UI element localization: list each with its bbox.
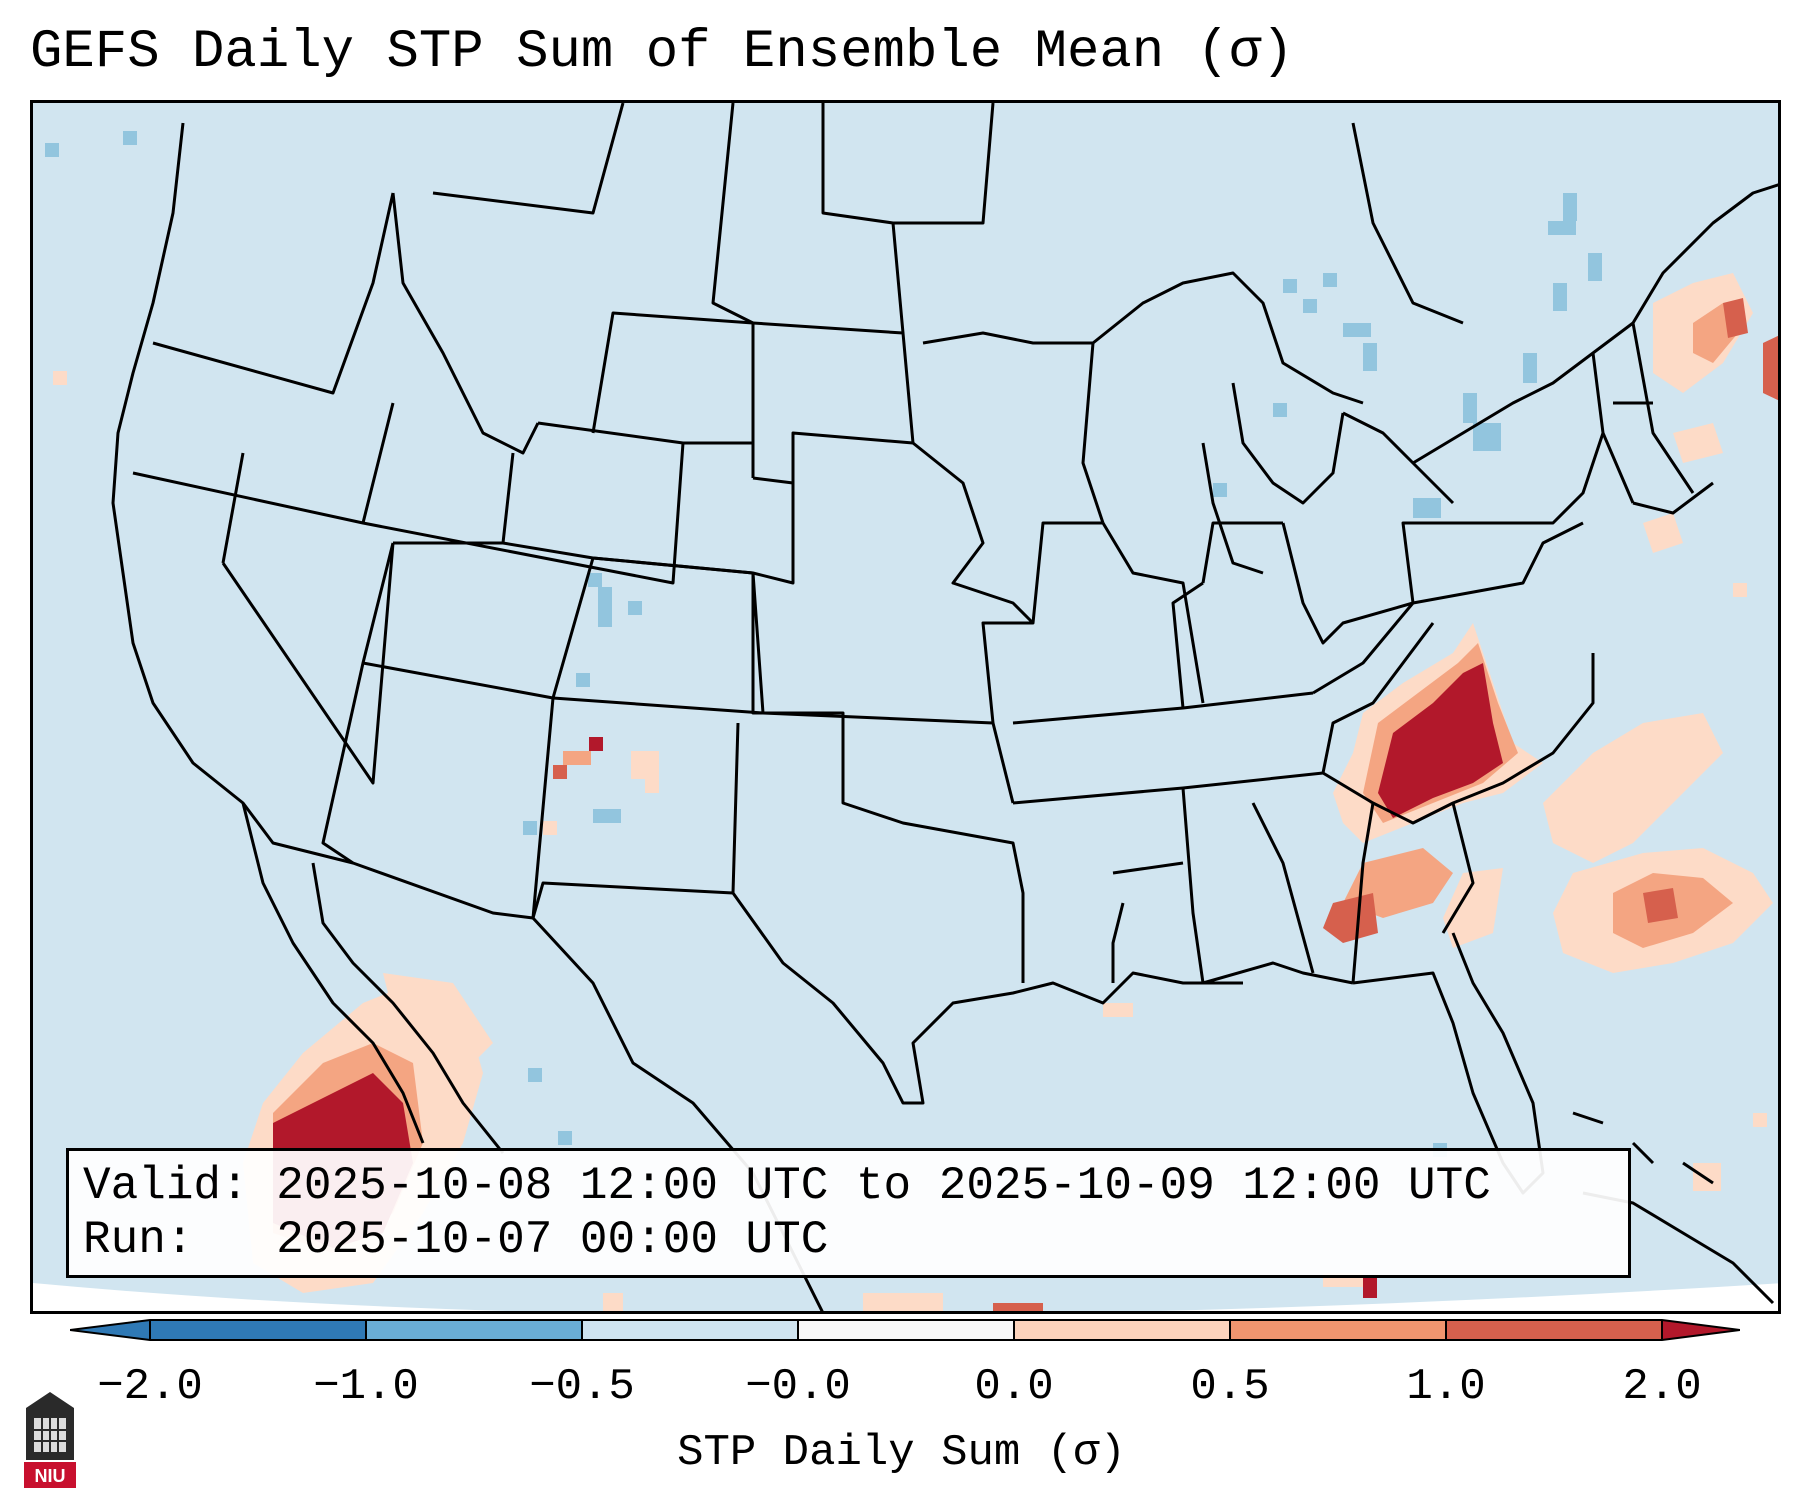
state-boundaries bbox=[111, 103, 1778, 1311]
new-mexico-positive-cells bbox=[543, 737, 659, 835]
colorbar-tick: −0.0 bbox=[745, 1362, 851, 1412]
colorbar-tick: −0.5 bbox=[529, 1362, 635, 1412]
map-panel[interactable] bbox=[30, 100, 1781, 1314]
valid-time-range: 2025-10-08 12:00 UTC to 2025-10-09 12:00… bbox=[276, 1160, 1491, 1212]
atlantic-positive-region bbox=[1543, 713, 1773, 973]
negative-anomaly-cells bbox=[45, 131, 1602, 1157]
colorbar-tick: 0.0 bbox=[974, 1362, 1054, 1412]
colorbar-segment-4 bbox=[798, 1320, 1014, 1340]
niu-logo-icon: NIU bbox=[24, 1392, 76, 1488]
colorbar-tick: 2.0 bbox=[1622, 1362, 1702, 1412]
logo-text: NIU bbox=[35, 1466, 66, 1486]
colorbar-max-extend bbox=[1662, 1320, 1740, 1340]
colorbar-segment-2 bbox=[366, 1320, 582, 1340]
colorbar-min-extend bbox=[70, 1320, 150, 1340]
colorbar-tick: −2.0 bbox=[97, 1362, 203, 1412]
valid-run-info-box: Valid: 2025-10-08 12:00 UTC to 2025-10-0… bbox=[66, 1148, 1631, 1278]
colorbar-segment-5 bbox=[1014, 1320, 1230, 1340]
colorbar-tick: 0.5 bbox=[1190, 1362, 1270, 1412]
map-canvas bbox=[33, 103, 1778, 1311]
projection-edge bbox=[33, 1283, 1778, 1311]
colorbar-tick: −1.0 bbox=[313, 1362, 419, 1412]
page-title: GEFS Daily STP Sum of Ensemble Mean (σ) bbox=[30, 22, 1294, 83]
colorbar-segment-7 bbox=[1446, 1320, 1662, 1340]
colorbar-tick: 1.0 bbox=[1406, 1362, 1486, 1412]
colorbar-segment-6 bbox=[1230, 1320, 1446, 1340]
run-label: Run: bbox=[83, 1214, 194, 1266]
northeast-positive-region bbox=[1643, 273, 1778, 553]
colorbar-segment-3 bbox=[582, 1320, 798, 1340]
run-time: 2025-10-07 00:00 UTC bbox=[276, 1214, 829, 1266]
colorbar-label: STP Daily Sum (σ) bbox=[677, 1428, 1126, 1478]
scattered-positive-cells bbox=[53, 371, 1767, 1311]
colorbar-segment-1 bbox=[150, 1320, 366, 1340]
valid-label: Valid: bbox=[83, 1160, 249, 1212]
colorbar bbox=[70, 1319, 1740, 1341]
